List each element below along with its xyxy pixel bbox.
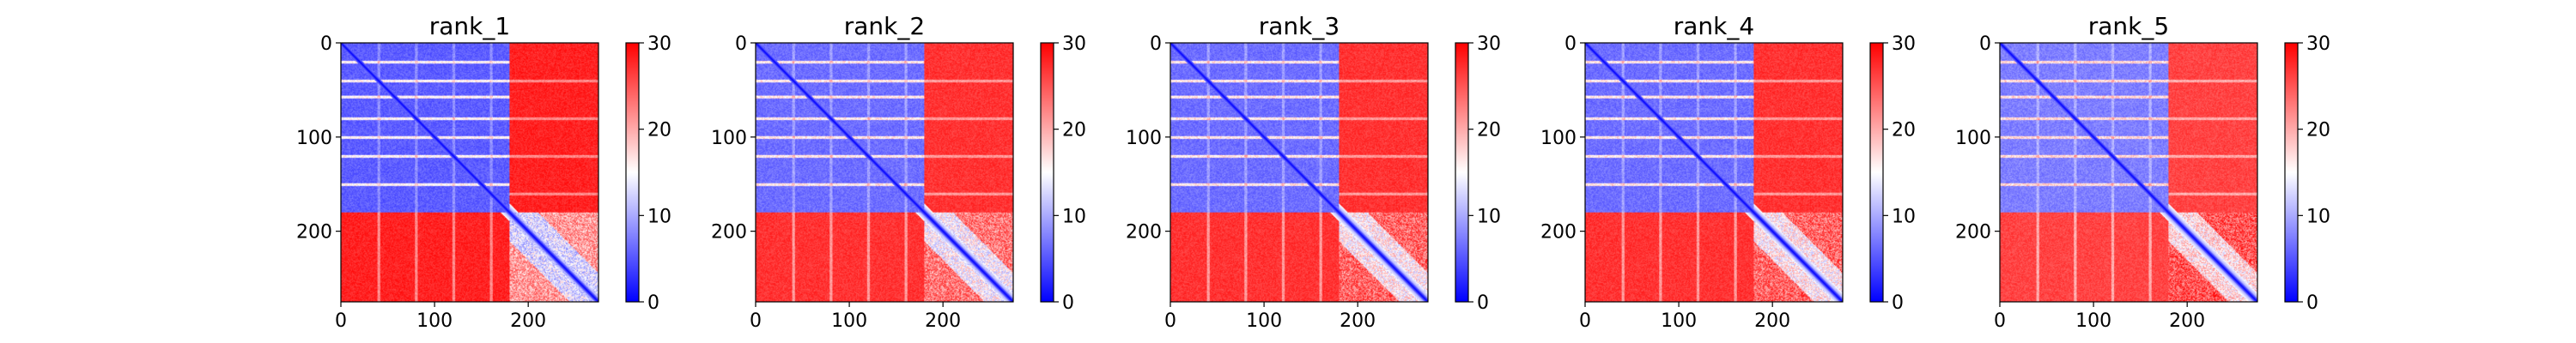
y-tick-label-1-0: 0 — [320, 33, 332, 55]
pae-panel-2: rank_2 0 100 200 0 100 200 0 10 20 30 — [711, 12, 1086, 332]
y-tick-label-4-100: 100 — [1540, 128, 1577, 149]
pae-panel-3: rank_3 0 100 200 0 100 200 0 10 20 30 — [1126, 12, 1501, 332]
colorbar-tick-label-1-20: 20 — [647, 120, 671, 141]
colorbar-tick-label-5-20: 20 — [2306, 120, 2330, 141]
x-tick-label-2-200: 200 — [925, 310, 961, 332]
axes-frame-4 — [1584, 42, 1844, 303]
colorbar-tick-label-3-10: 10 — [1477, 206, 1501, 227]
y-tick-label-4-0: 0 — [1564, 33, 1577, 55]
colorbar-tick-label-2-10: 10 — [1062, 206, 1086, 227]
colorbar-tick-label-5-30: 30 — [2306, 33, 2330, 55]
colorbar-tick-label-3-0: 0 — [1477, 292, 1489, 314]
colorbar-tick-label-3-20: 20 — [1477, 120, 1501, 141]
y-tick-label-2-100: 100 — [711, 128, 747, 149]
colorbar-tick-label-5-0: 0 — [2306, 292, 2318, 314]
colorbar-tick-label-1-10: 10 — [647, 206, 671, 227]
panel-title-2: rank_2 — [844, 12, 925, 40]
pae-panel-5: rank_5 0 100 200 0 100 200 0 10 20 30 — [1955, 12, 2330, 332]
heatmap-image-2 — [756, 43, 1013, 302]
axes-frame-1 — [340, 42, 599, 303]
axes-frame-3 — [1170, 42, 1429, 303]
pae-panel-4: rank_4 0 100 200 0 100 200 0 10 20 30 — [1540, 12, 1916, 332]
colorbar-tick-label-4-30: 30 — [1892, 33, 1916, 55]
x-tick-label-4-100: 100 — [1661, 310, 1697, 332]
colorbar-tick-label-3-30: 30 — [1477, 33, 1501, 55]
panel-title-1: rank_1 — [429, 12, 510, 40]
panel-title-5: rank_5 — [2088, 12, 2169, 40]
x-tick-label-4-0: 0 — [1579, 310, 1591, 332]
colorbar-tick-label-4-0: 0 — [1892, 292, 1904, 314]
colorbar-tick-label-4-10: 10 — [1892, 206, 1916, 227]
pae-panel-1: rank_1 0 100 200 0 100 200 0 10 20 30 — [296, 12, 671, 332]
heatmap-image-1 — [341, 43, 598, 302]
colorbar-tick-label-2-20: 20 — [1062, 120, 1086, 141]
panel-title-4: rank_4 — [1674, 12, 1754, 40]
x-tick-label-2-100: 100 — [831, 310, 867, 332]
axes-frame-2 — [755, 42, 1014, 303]
y-tick-label-3-100: 100 — [1126, 128, 1162, 149]
colorbar-2 — [1040, 42, 1054, 303]
x-tick-label-1-200: 200 — [510, 310, 546, 332]
y-tick-label-3-200: 200 — [1126, 222, 1162, 244]
heatmap-image-4 — [1585, 43, 1843, 302]
y-tick-label-1-100: 100 — [296, 128, 332, 149]
colorbar-tick-label-1-30: 30 — [647, 33, 671, 55]
x-tick-label-4-200: 200 — [1754, 310, 1790, 332]
y-tick-label-3-0: 0 — [1150, 33, 1162, 55]
colorbar-tick-label-5-10: 10 — [2306, 206, 2330, 227]
x-tick-label-2-0: 0 — [750, 310, 762, 332]
y-tick-label-5-0: 0 — [1979, 33, 1991, 55]
x-tick-label-3-0: 0 — [1164, 310, 1176, 332]
heatmap-image-5 — [2000, 43, 2257, 302]
y-tick-label-2-0: 0 — [735, 33, 747, 55]
colorbar-tick-label-4-20: 20 — [1892, 120, 1916, 141]
x-tick-label-3-200: 200 — [1340, 310, 1376, 332]
x-tick-label-1-0: 0 — [335, 310, 347, 332]
axes-frame-5 — [1999, 42, 2258, 303]
colorbar-4 — [1869, 42, 1884, 303]
colorbar-1 — [625, 42, 640, 303]
y-tick-label-2-200: 200 — [711, 222, 747, 244]
heatmap-image-3 — [1170, 43, 1428, 302]
x-tick-label-5-0: 0 — [1994, 310, 2006, 332]
y-tick-label-5-200: 200 — [1955, 222, 1991, 244]
y-tick-label-4-200: 200 — [1540, 222, 1577, 244]
y-tick-label-5-100: 100 — [1955, 128, 1991, 149]
x-tick-label-5-200: 200 — [2169, 310, 2205, 332]
y-tick-label-1-200: 200 — [296, 222, 332, 244]
panel-title-3: rank_3 — [1259, 12, 1340, 40]
colorbar-3 — [1455, 42, 1469, 303]
colorbar-tick-label-2-30: 30 — [1062, 33, 1086, 55]
x-tick-label-3-100: 100 — [1246, 310, 1282, 332]
x-tick-label-5-100: 100 — [2075, 310, 2111, 332]
colorbar-tick-label-2-0: 0 — [1062, 292, 1074, 314]
colorbar-tick-label-1-0: 0 — [647, 292, 659, 314]
x-tick-label-1-100: 100 — [416, 310, 453, 332]
colorbar-5 — [2284, 42, 2299, 303]
